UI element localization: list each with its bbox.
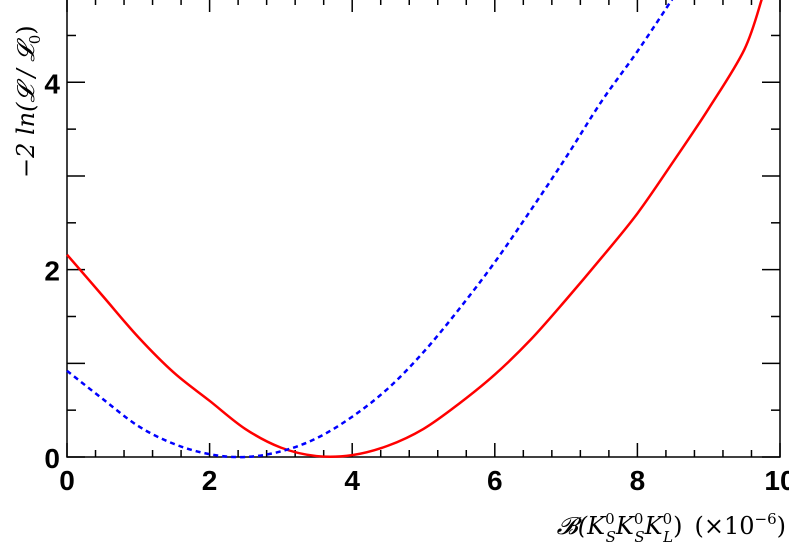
x-tick-label: 6 xyxy=(487,465,503,496)
plot-frame xyxy=(66,0,781,458)
x-tick-label: 2 xyxy=(202,465,218,496)
x-tick-label: 8 xyxy=(630,465,646,496)
x-tick-label: 0 xyxy=(59,465,75,496)
axis-ticks xyxy=(66,0,781,458)
y-axis-title: −2 ln(𝓛 / 𝓛0) xyxy=(12,25,44,178)
x-tick-label: 10 xyxy=(764,465,789,496)
series-layer xyxy=(66,0,763,459)
x-tick-label: 4 xyxy=(344,465,360,496)
solid-red-curve xyxy=(66,0,763,459)
y-tick-label: 0 xyxy=(44,443,60,474)
y-tick-label: 2 xyxy=(44,256,60,287)
y-tick-label: 4 xyxy=(44,68,60,99)
tick-labels: 0 2 4 6 8 10 0 2 4 xyxy=(44,68,789,496)
dashed-blue-curve xyxy=(66,0,674,459)
x-axis-title: 𝓑(K0 SK0 SK0 L) (×10−6) xyxy=(557,510,786,544)
